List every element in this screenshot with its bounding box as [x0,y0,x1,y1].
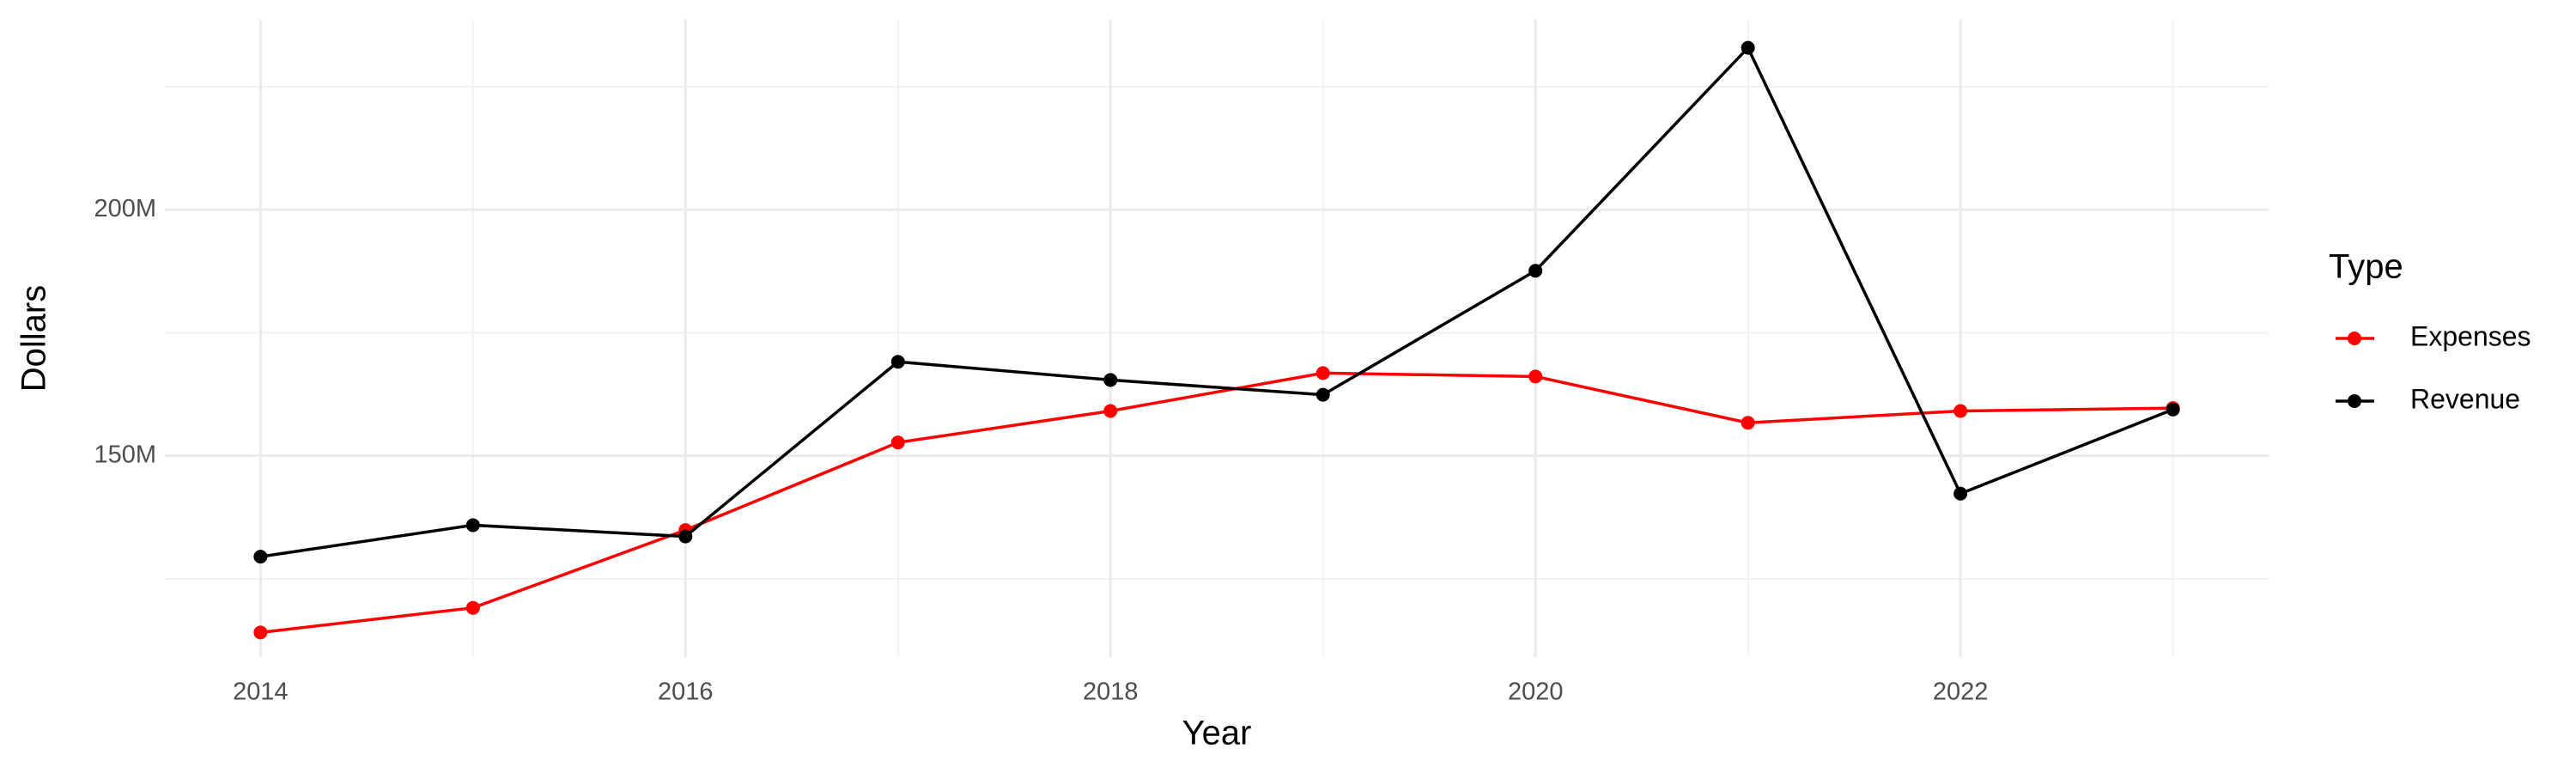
data-point [678,529,693,544]
x-tick-label: 2014 [233,679,289,706]
data-point [1528,264,1543,278]
data-point [890,435,905,450]
data-point [1315,387,1330,402]
legend-label: Revenue [2410,383,2520,414]
data-point [1103,404,1118,418]
data-point [1953,404,1968,418]
x-axis-title: Year [1182,715,1252,752]
data-point [1741,40,1755,55]
data-point [890,355,905,369]
x-tick-label: 2018 [1083,679,1139,706]
data-point [465,600,480,615]
data-point [1953,486,1968,501]
data-point [1528,369,1543,384]
data-point [253,625,268,640]
x-tick-label: 2020 [1508,679,1564,706]
x-tick-label: 2022 [1933,679,1989,706]
series-line [260,45,2174,558]
y-axis-title: Dollars [15,285,53,392]
data-point [465,518,480,533]
y-tick-label: 150M [94,441,156,468]
data-point [2166,402,2180,417]
legend-marker [2348,394,2361,408]
legend-title: Type [2329,248,2403,286]
legend-marker [2348,332,2361,345]
data-point [1315,366,1330,380]
data-point [1741,416,1755,430]
y-tick-label: 200M [94,195,156,222]
x-tick-label: 2016 [658,679,714,706]
legend-label: Expenses [2410,320,2531,351]
data-point [253,550,268,564]
data-point [1103,373,1118,387]
series-line [260,371,2173,635]
